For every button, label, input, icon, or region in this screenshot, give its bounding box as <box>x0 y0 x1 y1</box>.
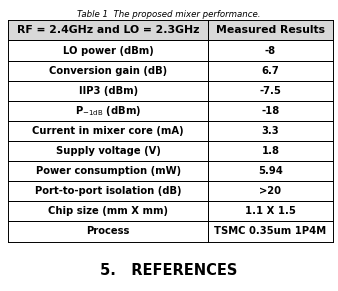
Text: 3.3: 3.3 <box>262 126 279 136</box>
Text: Supply voltage (V): Supply voltage (V) <box>56 146 161 156</box>
Text: Process: Process <box>87 226 130 237</box>
Text: P$_{-1\mathrm{dB}}$ (dBm): P$_{-1\mathrm{dB}}$ (dBm) <box>75 104 141 118</box>
Text: Measured Results: Measured Results <box>216 25 325 36</box>
Text: Table 1  The proposed mixer performance.: Table 1 The proposed mixer performance. <box>77 10 261 19</box>
Text: Port-to-port isolation (dB): Port-to-port isolation (dB) <box>35 186 182 196</box>
Text: 1.1 X 1.5: 1.1 X 1.5 <box>245 206 296 217</box>
Bar <box>208 20 333 40</box>
Text: IIP3 (dBm): IIP3 (dBm) <box>79 86 138 96</box>
Text: -8: -8 <box>265 45 276 56</box>
Text: -7.5: -7.5 <box>260 86 282 96</box>
Text: -18: -18 <box>261 106 280 116</box>
Text: 5.   REFERENCES: 5. REFERENCES <box>100 263 238 278</box>
Text: 6.7: 6.7 <box>262 66 279 76</box>
Text: 5.94: 5.94 <box>258 166 283 176</box>
Text: >20: >20 <box>260 186 282 196</box>
Text: Current in mixer core (mA): Current in mixer core (mA) <box>32 126 184 136</box>
Bar <box>8 20 208 40</box>
Text: RF = 2.4GHz and LO = 2.3GHz: RF = 2.4GHz and LO = 2.3GHz <box>17 25 199 36</box>
Text: LO power (dBm): LO power (dBm) <box>63 45 153 56</box>
Text: Power consumption (mW): Power consumption (mW) <box>36 166 181 176</box>
Text: TSMC 0.35um 1P4M: TSMC 0.35um 1P4M <box>214 226 327 237</box>
Text: 1.8: 1.8 <box>262 146 280 156</box>
Text: Conversion gain (dB): Conversion gain (dB) <box>49 66 167 76</box>
Text: Chip size (mm X mm): Chip size (mm X mm) <box>48 206 168 217</box>
